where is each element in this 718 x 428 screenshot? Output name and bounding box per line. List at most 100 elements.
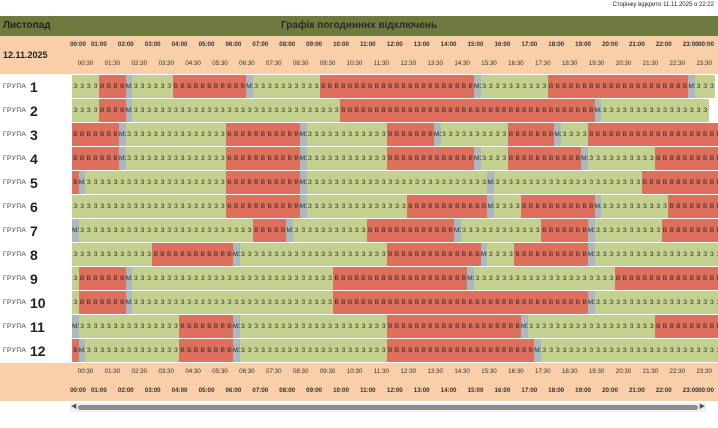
schedule-slot: З bbox=[608, 267, 615, 290]
schedule-slot: З bbox=[132, 291, 140, 314]
schedule-slot: В bbox=[480, 315, 488, 338]
scrollbar-thumb[interactable] bbox=[78, 405, 698, 410]
schedule-slot: З bbox=[654, 243, 662, 266]
schedule-slot: В bbox=[494, 99, 501, 122]
schedule-slot: В bbox=[668, 75, 676, 98]
schedule-slot: З bbox=[192, 99, 200, 122]
footer-half-hour-tick: 08:30 bbox=[292, 368, 309, 375]
schedule-slot: В bbox=[407, 147, 414, 170]
schedule-slot: З bbox=[212, 147, 220, 170]
schedule-slot: З bbox=[380, 195, 387, 218]
schedule-slot: В bbox=[400, 219, 408, 242]
schedule-slot: З bbox=[621, 171, 629, 194]
group-label: ГРУПА 7 bbox=[0, 219, 72, 243]
schedule-slot: В bbox=[541, 291, 548, 314]
group-label: ГРУПА 2 bbox=[0, 99, 72, 123]
schedule-slot: З bbox=[500, 219, 508, 242]
schedule-slot: В bbox=[373, 219, 381, 242]
schedule-slot: З bbox=[306, 171, 314, 194]
group-label: ГРУПА 3 bbox=[0, 123, 72, 147]
schedule-slot: В bbox=[105, 147, 113, 170]
schedule-slot: З bbox=[206, 147, 213, 170]
schedule-slot: З bbox=[480, 171, 488, 194]
schedule-slot: З bbox=[601, 291, 609, 314]
schedule-slot: В bbox=[701, 195, 709, 218]
schedule-slot: З bbox=[567, 339, 575, 362]
schedule-slot: В bbox=[246, 171, 253, 194]
hour-tick: 00:00 bbox=[698, 41, 714, 48]
schedule-slot: З bbox=[581, 171, 588, 194]
horizontal-scrollbar[interactable]: ◀ ▶ bbox=[70, 403, 706, 412]
schedule-slot: З bbox=[594, 147, 602, 170]
schedule-slot: З bbox=[654, 195, 662, 218]
schedule-slot: В bbox=[420, 243, 428, 266]
schedule-slot: В bbox=[252, 171, 260, 194]
schedule-slot: З bbox=[333, 243, 341, 266]
schedule-slot: З bbox=[219, 147, 227, 170]
schedule-slot: З bbox=[152, 291, 160, 314]
scroll-left-icon[interactable]: ◀ bbox=[71, 403, 77, 410]
schedule-slot: З bbox=[165, 195, 173, 218]
schedule-slot: В bbox=[661, 171, 669, 194]
schedule-slot: В bbox=[386, 315, 394, 338]
schedule-slot: З bbox=[554, 171, 562, 194]
schedule-slot: З bbox=[527, 171, 535, 194]
schedule-slot: В bbox=[286, 171, 294, 194]
group-word: ГРУПА bbox=[3, 227, 27, 234]
schedule-slot: З bbox=[152, 123, 160, 146]
schedule-slot: З bbox=[259, 315, 267, 338]
schedule-slot: З bbox=[165, 147, 173, 170]
schedule-slot: З bbox=[286, 267, 294, 290]
schedule-slot: В bbox=[507, 339, 515, 362]
schedule-slot: В bbox=[252, 219, 260, 242]
schedule-slot: З bbox=[494, 147, 501, 170]
schedule-slot: З bbox=[507, 195, 515, 218]
schedule-slot: З bbox=[520, 267, 528, 290]
schedule-slot: З bbox=[594, 267, 602, 290]
schedule-slot: З bbox=[427, 171, 434, 194]
group-number: 7 bbox=[30, 223, 38, 239]
schedule-slot: З bbox=[139, 267, 146, 290]
schedule-slot: З bbox=[185, 99, 193, 122]
schedule-slot: В bbox=[340, 99, 347, 122]
schedule-slot: В bbox=[514, 147, 521, 170]
schedule-slot: З bbox=[165, 75, 173, 98]
schedule-slot: З bbox=[152, 171, 160, 194]
schedule-slot: В bbox=[520, 339, 528, 362]
schedule-slot: З bbox=[199, 267, 207, 290]
schedule-slot: В bbox=[514, 291, 521, 314]
schedule-slot: З bbox=[561, 267, 568, 290]
schedule-slot: З bbox=[360, 339, 367, 362]
schedule-slot: В bbox=[427, 219, 434, 242]
schedule-slot: З bbox=[319, 99, 327, 122]
schedule-slot: З bbox=[226, 99, 233, 122]
page-title: Графік погодинних відключень bbox=[281, 20, 437, 31]
schedule-slot: З bbox=[534, 75, 542, 98]
schedule-slot: В bbox=[574, 243, 582, 266]
schedule-slot: В bbox=[340, 291, 347, 314]
schedule-slot: З bbox=[246, 315, 253, 338]
schedule-slot: В bbox=[433, 219, 441, 242]
schedule-slot: З bbox=[286, 75, 294, 98]
schedule-slot: З bbox=[353, 315, 361, 338]
schedule-slot: З bbox=[326, 219, 334, 242]
schedule-slot: З bbox=[561, 171, 568, 194]
schedule-date: 12.11.2025 bbox=[3, 50, 48, 60]
scroll-right-icon[interactable]: ▶ bbox=[699, 403, 705, 410]
schedule-slot: В bbox=[648, 75, 655, 98]
schedule-slot: В bbox=[112, 75, 119, 98]
schedule-slot: МЗ bbox=[467, 267, 477, 290]
schedule-slot: З bbox=[366, 171, 374, 194]
schedule-slot: В bbox=[259, 171, 267, 194]
schedule-slot: З bbox=[614, 147, 622, 170]
schedule-slot: З bbox=[594, 219, 602, 242]
schedule-slot: З bbox=[648, 339, 655, 362]
schedule-slot: МЗ bbox=[118, 147, 128, 170]
schedule-slot: З bbox=[319, 339, 327, 362]
schedule-slot: В bbox=[393, 291, 401, 314]
schedule-slot: З bbox=[346, 171, 354, 194]
schedule-slot: З bbox=[306, 339, 314, 362]
schedule-slot: З bbox=[601, 243, 609, 266]
schedule-slot: З bbox=[132, 147, 140, 170]
schedule-slot: В bbox=[212, 339, 220, 362]
